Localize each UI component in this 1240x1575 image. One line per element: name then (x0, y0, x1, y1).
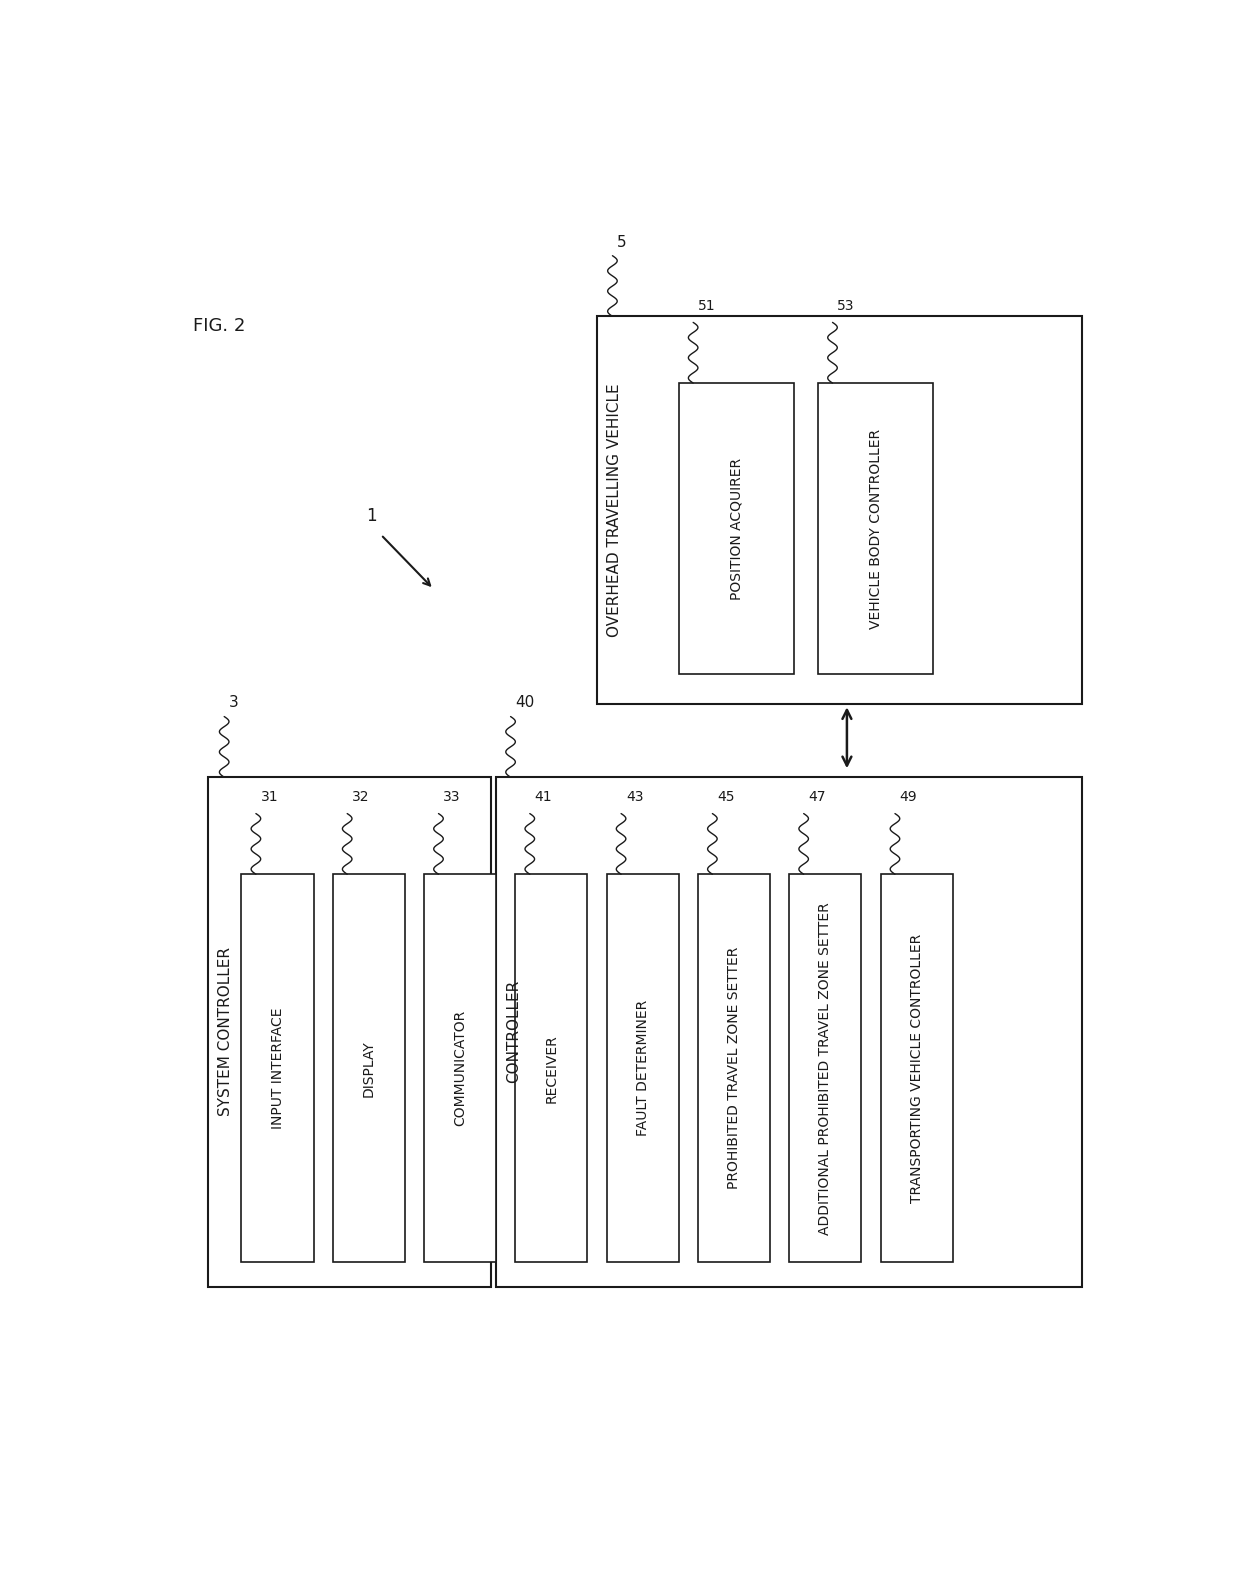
Text: FAULT DETERMINER: FAULT DETERMINER (636, 1000, 650, 1137)
Text: 49: 49 (900, 791, 918, 803)
Text: SYSTEM CONTROLLER: SYSTEM CONTROLLER (218, 947, 233, 1117)
Bar (698, 874, 770, 1262)
Text: 31: 31 (260, 791, 278, 803)
Text: RECEIVER: RECEIVER (544, 1033, 558, 1102)
Text: 45: 45 (717, 791, 734, 803)
Text: FIG. 2: FIG. 2 (193, 317, 246, 334)
Text: 53: 53 (837, 299, 854, 313)
Text: 32: 32 (352, 791, 370, 803)
Bar (596, 317, 1083, 704)
Text: CONTROLLER: CONTROLLER (506, 980, 521, 1084)
Text: 5: 5 (618, 235, 627, 249)
Bar (606, 874, 678, 1262)
Text: POSITION ACQUIRER: POSITION ACQUIRER (729, 457, 744, 600)
Text: 40: 40 (516, 696, 534, 710)
Text: 41: 41 (534, 791, 552, 803)
Bar (818, 383, 934, 674)
Bar (424, 874, 496, 1262)
Text: 1: 1 (367, 507, 377, 526)
Bar (880, 874, 952, 1262)
Text: INPUT INTERFACE: INPUT INTERFACE (270, 1008, 284, 1129)
Text: ADDITIONAL PROHIBITED TRAVEL ZONE SETTER: ADDITIONAL PROHIBITED TRAVEL ZONE SETTER (818, 902, 832, 1235)
Text: OVERHEAD TRAVELLING VEHICLE: OVERHEAD TRAVELLING VEHICLE (606, 384, 621, 638)
Bar (208, 776, 491, 1287)
Text: 47: 47 (808, 791, 826, 803)
Text: COMMUNICATOR: COMMUNICATOR (453, 1010, 467, 1126)
Text: 3: 3 (229, 696, 239, 710)
Bar (789, 874, 862, 1262)
Text: TRANSPORTING VEHICLE CONTROLLER: TRANSPORTING VEHICLE CONTROLLER (910, 934, 924, 1203)
Bar (516, 874, 588, 1262)
Text: PROHIBITED TRAVEL ZONE SETTER: PROHIBITED TRAVEL ZONE SETTER (727, 947, 742, 1189)
Text: 43: 43 (626, 791, 644, 803)
Text: 51: 51 (698, 299, 715, 313)
Bar (332, 874, 404, 1262)
Text: DISPLAY: DISPLAY (362, 1040, 376, 1096)
Bar (678, 383, 794, 674)
Text: 33: 33 (444, 791, 461, 803)
Bar (242, 874, 314, 1262)
Bar (496, 776, 1083, 1287)
Text: VEHICLE BODY CONTROLLER: VEHICLE BODY CONTROLLER (869, 428, 883, 628)
